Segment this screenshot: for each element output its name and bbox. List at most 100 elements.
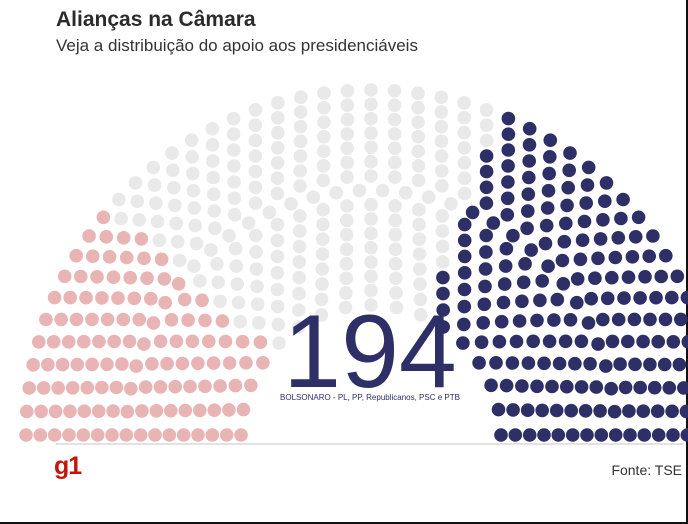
seat-dot — [388, 257, 403, 271]
seat-dot — [270, 266, 285, 280]
seat-dot — [472, 356, 486, 370]
seat-dot — [658, 312, 673, 327]
seat-dot — [479, 149, 494, 163]
seat-dot — [499, 241, 514, 256]
seat-dot — [187, 201, 202, 215]
seat-dot — [457, 156, 472, 170]
seat-dot — [177, 292, 192, 307]
seat-dot — [364, 154, 378, 169]
seat-dot — [119, 250, 134, 265]
seat-dot — [176, 428, 191, 442]
seat-dot — [111, 291, 125, 305]
seat-dot — [636, 334, 650, 349]
seat-dot — [388, 155, 402, 170]
seat-dot — [478, 262, 493, 276]
seat-dot — [293, 105, 308, 119]
seat-dot — [677, 381, 688, 395]
seat-dot — [249, 262, 264, 276]
seat-dot — [665, 290, 679, 305]
seat-dot — [315, 277, 329, 291]
seat-dot — [642, 249, 656, 263]
seat-dot — [271, 317, 286, 332]
seat-dot — [552, 356, 567, 371]
seat-dot — [57, 269, 72, 284]
seat-dot — [205, 138, 220, 152]
seat-dot — [189, 236, 204, 251]
seat-dot — [579, 196, 593, 210]
seat-dot — [436, 320, 451, 334]
g1-logo: g1 — [54, 452, 82, 480]
seat-dot — [522, 154, 536, 168]
seat-dot — [530, 379, 544, 394]
seat-dot — [681, 335, 688, 349]
seat-dot — [364, 283, 378, 298]
seat-dot — [598, 194, 612, 208]
seat-dot — [388, 170, 402, 184]
seat-dot — [204, 243, 218, 257]
seat-dot — [145, 357, 159, 371]
seat-dot — [77, 334, 91, 349]
seat-dot — [248, 103, 263, 117]
seat-dot — [574, 380, 589, 394]
seat-dot — [581, 160, 596, 175]
seat-dot — [583, 357, 597, 371]
seat-dot — [227, 208, 242, 222]
seat-dot — [621, 270, 636, 285]
seat-dot — [412, 202, 426, 217]
seat-dot — [210, 257, 224, 271]
highlight-label: BOLSONARO - PL, PP, Republicanos, PSC e … — [280, 393, 460, 402]
seat-dot — [157, 272, 172, 286]
seat-dot — [315, 232, 330, 246]
seat-dot — [521, 204, 535, 218]
seat-dot — [562, 163, 576, 178]
seat-dot — [539, 218, 554, 233]
seat-dot — [248, 196, 263, 210]
seat-dot — [306, 190, 321, 204]
seat-dot — [389, 300, 404, 315]
seat-dot — [412, 247, 427, 261]
seat-dot — [680, 428, 688, 442]
seat-dot — [436, 270, 450, 285]
seat-dot — [292, 239, 307, 254]
seat-dot — [608, 428, 623, 442]
seat-dot — [123, 270, 137, 285]
seat-dot — [228, 378, 243, 393]
seat-dot — [222, 403, 236, 417]
seat-dot — [666, 335, 681, 349]
seat-dot — [206, 187, 221, 201]
seat-dot — [316, 202, 330, 217]
seat-dot — [616, 192, 630, 207]
seat-dot — [256, 356, 270, 370]
seat-dot — [198, 379, 212, 394]
seat-dot — [646, 229, 660, 243]
seat-dot — [138, 380, 153, 394]
seat-dot — [591, 337, 605, 351]
seat-dot — [106, 404, 120, 418]
seat-dot — [317, 100, 331, 115]
seat-dot — [521, 356, 536, 370]
seat-dot — [162, 428, 177, 442]
seat-dot — [48, 404, 63, 419]
seat-dot — [248, 180, 263, 195]
seat-dot — [239, 356, 253, 370]
seat-dot — [65, 381, 80, 395]
seat-dot — [169, 334, 184, 349]
seat-dot — [435, 179, 449, 193]
seat-dot — [489, 356, 503, 370]
seat-dot — [434, 149, 449, 163]
seat-dot — [132, 312, 146, 327]
seat-dot — [188, 218, 203, 233]
seat-dot — [248, 133, 263, 148]
seat-dot — [119, 428, 134, 442]
seat-dot — [512, 314, 527, 328]
seat-dot — [557, 234, 572, 249]
seat-dot — [593, 404, 607, 418]
seat-dot — [270, 282, 285, 297]
seat-dot — [62, 428, 76, 442]
seat-dot — [637, 428, 652, 442]
seat-dot — [146, 316, 161, 330]
seat-dot — [172, 253, 187, 268]
seat-dot — [638, 270, 652, 284]
seat-dot — [627, 312, 642, 327]
seat-dot — [207, 204, 221, 218]
